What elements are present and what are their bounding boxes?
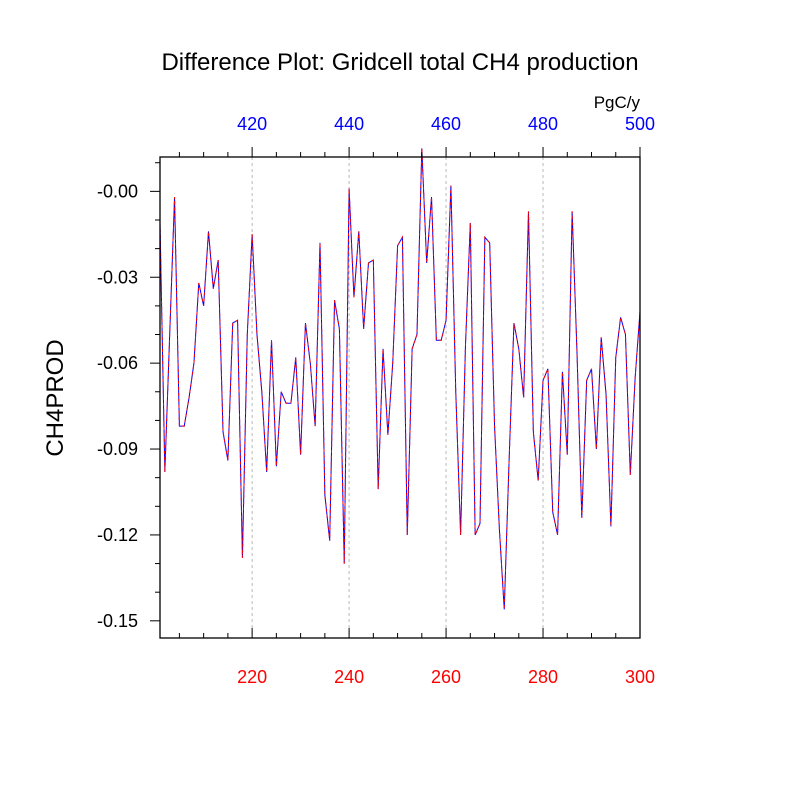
x-top-tick-label: 500 xyxy=(625,114,655,134)
chart-title: Difference Plot: Gridcell total CH4 prod… xyxy=(161,49,638,76)
x-bottom-tick-label: 280 xyxy=(528,667,558,687)
y-axis-label: CH4PROD xyxy=(42,339,69,456)
y-tick-label: -0.03 xyxy=(97,267,138,287)
y-tick-label: -0.00 xyxy=(97,181,138,201)
series-layer xyxy=(159,148,641,610)
x-bottom-tick-label: 260 xyxy=(431,667,461,687)
axes: 220 240 260 280 300 420 440 460 480 500 -0.00 -0.03… xyxy=(97,114,655,687)
plot-frame xyxy=(159,156,641,639)
x-top-tick-label: 460 xyxy=(431,114,461,134)
x-top-tick-label: 440 xyxy=(334,114,364,134)
x-bottom-tick-label: 240 xyxy=(334,667,364,687)
y-tick-label: -0.09 xyxy=(97,439,138,459)
x-bottom-tick-label: 220 xyxy=(237,667,267,687)
y-tick-label: -0.12 xyxy=(97,525,138,545)
y-tick-label: -0.06 xyxy=(97,353,138,373)
series-line-2 xyxy=(159,148,641,610)
x-top-tick-label: 420 xyxy=(237,114,267,134)
top-axis-unit-label: PgC/y xyxy=(594,93,641,112)
series-line-1 xyxy=(159,148,641,610)
vertical-grid xyxy=(251,157,544,638)
y-tick-label: -0.15 xyxy=(97,611,138,631)
x-bottom-tick-label: 300 xyxy=(625,667,655,687)
x-top-tick-label: 480 xyxy=(528,114,558,134)
